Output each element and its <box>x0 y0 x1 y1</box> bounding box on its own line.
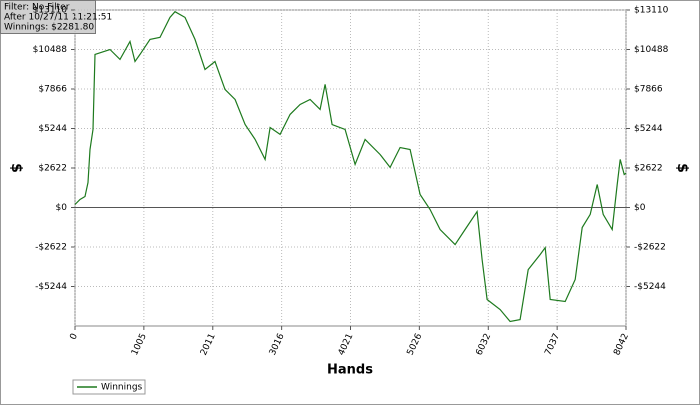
y-tick-label: $2622 <box>38 164 67 174</box>
series-line <box>74 10 627 323</box>
y2-tick-label: $7866 <box>634 85 663 95</box>
y2-tick-label: $5244 <box>634 124 663 134</box>
y-tick-label: $0 <box>56 203 68 213</box>
legend <box>72 379 146 395</box>
y2-tick-label: $10488 <box>634 45 669 55</box>
y2-tick-label: $0 <box>634 203 646 213</box>
y-tick-label: -$5244 <box>35 282 67 292</box>
y2-tick-label: -$2622 <box>634 243 666 253</box>
y-tick-label: $13110 <box>33 6 68 16</box>
x-axis-label: Hands <box>327 363 373 378</box>
x-tick-label: 0 <box>68 332 80 342</box>
info-text: After 10/27/11 11:21:51 <box>4 13 112 23</box>
info-box <box>0 0 96 34</box>
y2-axis-label: $ <box>674 163 690 173</box>
legend-label: Winnings <box>101 383 143 393</box>
info-text: Filter: No Filter <box>4 3 70 13</box>
info-text: Winnings: $2281.80 <box>4 23 94 33</box>
y2-tick-label: -$5244 <box>634 282 666 292</box>
y-tick-label: $10488 <box>33 45 68 55</box>
y-tick-label: $7866 <box>38 85 67 95</box>
y2-tick-label: $2622 <box>634 164 663 174</box>
y-tick-label: -$2622 <box>35 243 67 253</box>
y-tick-label: $5244 <box>38 124 67 134</box>
y-axis-label: $ <box>8 163 24 173</box>
y2-tick-label: $13110 <box>634 6 669 16</box>
